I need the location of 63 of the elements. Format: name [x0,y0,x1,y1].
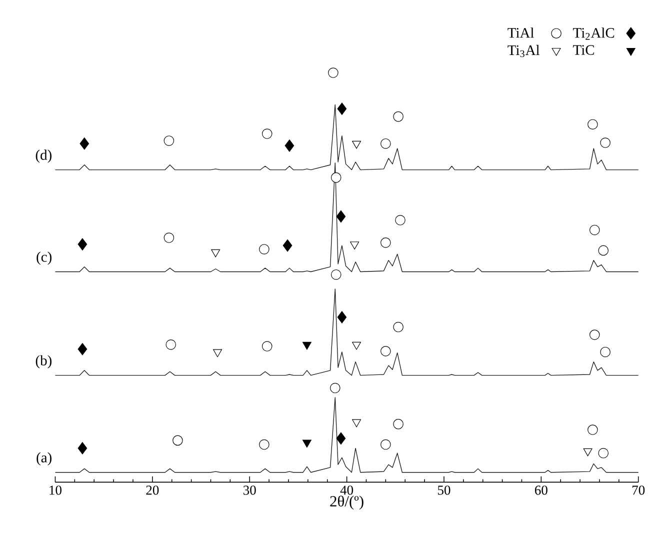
x-tick-label: 40 [340,486,354,495]
point [302,342,312,350]
point [393,419,404,430]
series-label: (d) [36,150,52,164]
point [259,440,270,450]
point [352,141,362,149]
legend-label: TiAl [508,28,534,38]
x-tick-label: 30 [244,486,256,495]
legend-label: TiC [573,45,594,56]
point [78,343,88,356]
point [336,210,346,223]
x-axis-title: 2θ/(º) [330,496,364,510]
series-label: (b) [36,355,52,369]
point [380,138,391,149]
point [352,342,362,350]
point [330,383,340,394]
point [164,136,174,146]
point [598,448,609,458]
point [395,215,406,226]
point [380,440,391,450]
point [588,119,598,130]
point [380,238,391,248]
point [589,225,600,236]
x-tick-label: 50 [438,486,450,495]
point [393,112,404,122]
series-label: (c) [36,252,52,265]
point [330,172,342,183]
point [282,240,292,252]
point [352,420,362,428]
point [78,238,88,251]
point [600,347,610,358]
point [336,432,346,445]
point [302,440,312,448]
point [330,270,342,280]
point [211,250,220,258]
point [284,140,294,152]
point [172,436,183,446]
point [589,330,600,340]
point [337,311,347,324]
x-tick-label: 20 [146,486,159,495]
point [328,68,338,78]
legend-label: Ti$_{3}$Al [508,45,540,58]
point [588,424,598,436]
point [350,242,360,250]
point [262,128,272,140]
point [337,102,347,116]
point [80,138,90,150]
point [262,341,272,352]
point [213,350,222,358]
point [259,244,270,255]
point [583,448,592,456]
legend-label: Ti$_{2}$AlC [573,28,614,40]
x-tick-label: 70 [632,486,645,495]
point [78,442,88,455]
point [164,232,174,244]
x-tick-label: 60 [534,486,548,495]
point [380,346,391,357]
x-tick-label: 10 [50,486,62,495]
point [166,340,176,350]
point [393,322,404,332]
point [600,138,610,148]
series-label: (a) [36,452,52,466]
point [598,246,609,256]
